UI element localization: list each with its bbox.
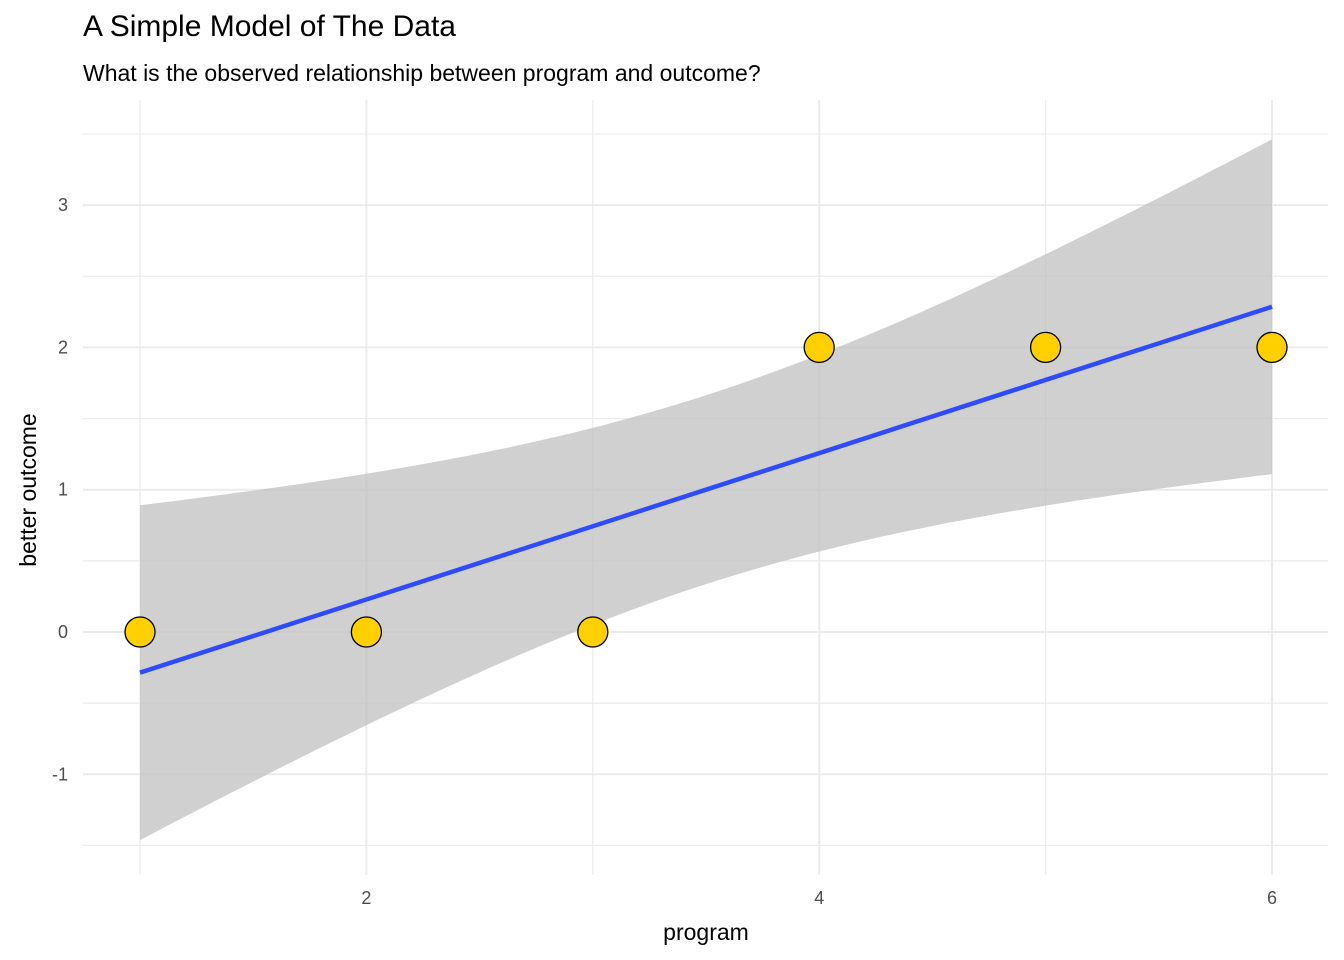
data-point [124, 616, 156, 648]
x-tick-label: 2 [361, 888, 371, 908]
x-tick-label: 6 [1267, 888, 1277, 908]
y-tick-label: 3 [58, 195, 68, 215]
y-tick-label: 2 [58, 337, 68, 357]
y-axis-label: better outcome [15, 413, 41, 566]
y-tick-label: 1 [58, 480, 68, 500]
regression-line [139, 304, 1273, 675]
data-point [350, 616, 383, 648]
data-point [803, 331, 835, 364]
chart-title: A Simple Model of The Data [83, 10, 456, 43]
data-point [1256, 331, 1288, 364]
x-tick-label: 4 [814, 888, 824, 908]
data-point [577, 616, 609, 648]
chart-subtitle: What is the observed relationship betwee… [83, 60, 761, 86]
data-point [1029, 331, 1062, 364]
y-tick-label: 0 [58, 622, 68, 642]
x-axis-label: program [663, 919, 749, 945]
y-tick-label: -1 [52, 764, 68, 784]
